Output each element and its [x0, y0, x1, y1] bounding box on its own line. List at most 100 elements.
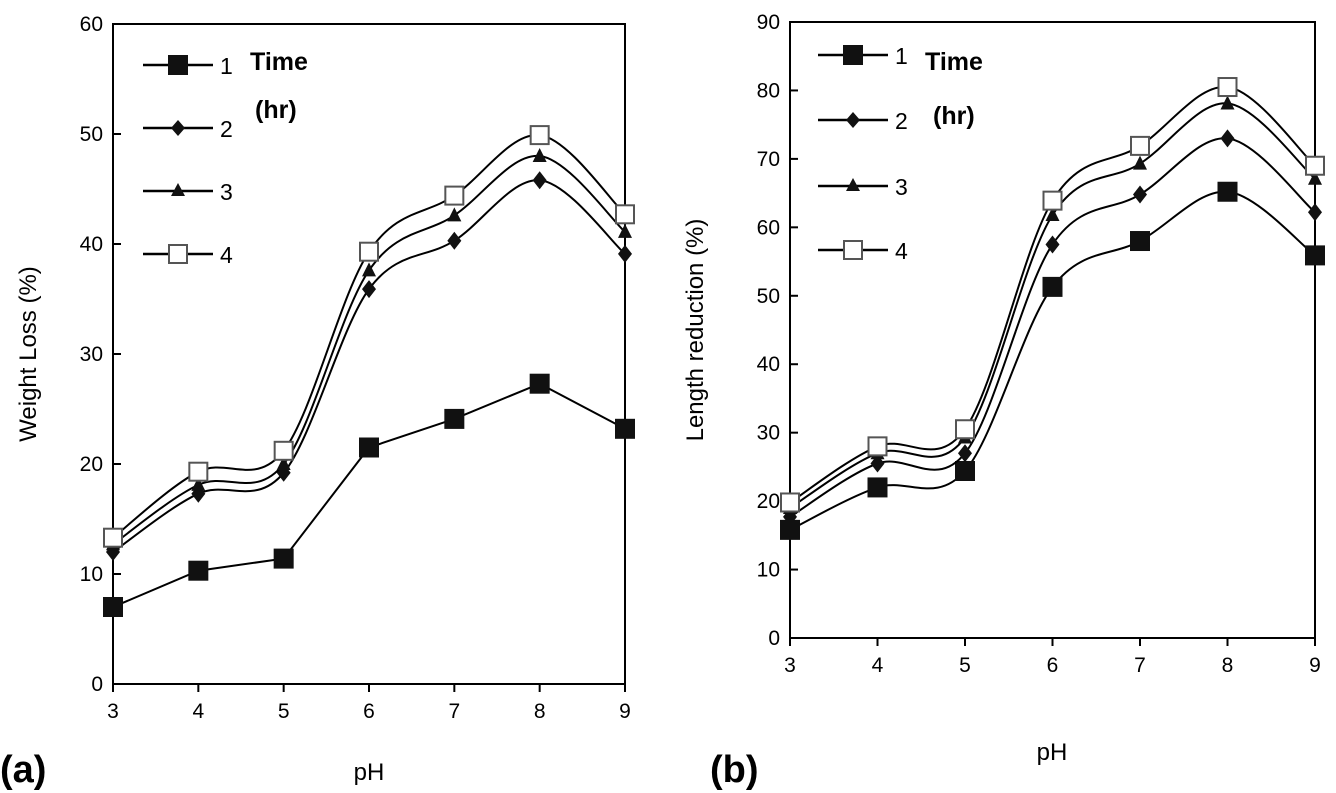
plot-area-frame	[112, 23, 626, 685]
series-line	[112, 179, 626, 553]
series-4	[103, 125, 635, 548]
y-axis-ticks: 0 10 20 30 40 50 60 70 80 90	[757, 11, 798, 650]
data-point-marker	[362, 280, 376, 299]
legend-item-3: 3	[143, 179, 233, 205]
data-point-marker	[1042, 276, 1063, 297]
data-point-marker	[1305, 155, 1325, 176]
series-3	[106, 148, 632, 551]
legend-item-4: 4	[818, 238, 908, 264]
x-tick-label: 3	[784, 654, 796, 677]
x-axis-label: pH	[354, 759, 385, 786]
legend-item-2: 2	[818, 108, 908, 134]
legend-marker-filled-diamond	[846, 112, 860, 128]
legend: 1 2 3 4 Time (hr)	[143, 48, 308, 268]
chart-panel-a: 0 10 20 30 40 50 60 3 4 5 6 7 8 9 1 2 3 4	[0, 13, 635, 791]
data-point-marker	[1305, 245, 1325, 266]
y-axis-label: Weight Loss (%)	[15, 266, 42, 442]
data-point-marker	[362, 262, 376, 277]
x-tick-label: 4	[192, 700, 204, 723]
legend-label: 2	[220, 116, 233, 142]
x-tick-label: 6	[1047, 654, 1059, 677]
y-tick-label: 90	[757, 11, 780, 34]
x-tick-label: 4	[872, 654, 884, 677]
y-axis-label: Length reduction (%)	[682, 219, 709, 442]
y-tick-label: 50	[757, 285, 780, 308]
y-tick-label: 20	[757, 490, 780, 513]
series-2	[106, 171, 632, 561]
legend-item-4: 4	[143, 242, 233, 268]
data-point-marker	[615, 418, 635, 439]
series-3	[783, 95, 1322, 514]
data-point-marker	[103, 597, 123, 617]
y-tick-label: 70	[757, 148, 780, 171]
legend-item-1: 1	[143, 53, 233, 79]
x-tick-label: 8	[534, 700, 546, 723]
y-tick-label: 30	[80, 343, 103, 366]
data-point-marker	[359, 241, 379, 262]
legend-item-1: 1	[818, 43, 908, 69]
data-point-marker	[1220, 129, 1235, 148]
data-point-marker	[188, 461, 209, 482]
data-point-marker	[273, 440, 294, 461]
data-point-marker	[532, 171, 547, 190]
y-axis-ticks: 0 10 20 30 40 50 60	[80, 13, 121, 696]
y-tick-label: 20	[80, 453, 103, 476]
panel-label-b: (b)	[710, 749, 759, 791]
series-2	[783, 129, 1322, 526]
legend-label: 1	[220, 53, 233, 79]
x-axis-label: pH	[1037, 739, 1068, 766]
legend-title-line-1: Time	[925, 48, 983, 76]
x-tick-label: 5	[959, 654, 971, 677]
plot-area-frame	[789, 21, 1316, 639]
data-point-marker	[276, 456, 291, 470]
y-tick-label: 0	[91, 673, 103, 696]
series-layer	[780, 77, 1325, 540]
y-tick-label: 0	[768, 627, 780, 650]
legend-marker-filled-diamond	[171, 120, 185, 136]
data-point-marker	[615, 204, 635, 225]
data-point-marker	[1045, 207, 1060, 222]
data-point-marker	[1130, 135, 1150, 156]
legend-item-3: 3	[818, 174, 908, 200]
data-point-marker	[444, 408, 465, 429]
x-tick-label: 8	[1222, 654, 1234, 677]
data-point-marker	[359, 437, 379, 458]
series-1	[103, 373, 635, 617]
legend-title-line-1: Time	[250, 48, 308, 76]
legend: 1 2 3 4 Time (hr)	[818, 43, 983, 264]
x-axis-ticks: 3 4 5 6 7 8 9	[107, 684, 631, 723]
legend-marker-open-square	[168, 244, 188, 264]
x-tick-label: 9	[619, 700, 631, 723]
y-tick-label: 30	[757, 422, 780, 445]
series-layer	[103, 125, 635, 617]
legend-title-line-2: (hr)	[255, 96, 297, 124]
x-tick-label: 9	[1309, 654, 1321, 677]
legend-label: 2	[895, 108, 908, 134]
data-point-marker	[780, 492, 800, 513]
series-4	[780, 77, 1325, 513]
data-point-marker	[532, 148, 547, 162]
data-point-marker	[529, 373, 550, 394]
legend-title-line-2: (hr)	[933, 102, 975, 130]
y-tick-label: 10	[80, 563, 103, 586]
legend-marker-filled-square	[843, 45, 863, 65]
chart-panel-b: 0 10 20 30 40 50 60 70 80 90 3 4 5 6 7 8 9 1 2 3	[682, 11, 1325, 791]
data-point-marker	[447, 207, 462, 222]
legend-label: 1	[895, 43, 908, 69]
legend-label: 3	[220, 179, 233, 205]
y-tick-label: 10	[757, 559, 780, 582]
data-point-marker	[1217, 181, 1238, 202]
data-point-marker	[1308, 170, 1322, 185]
data-point-marker	[444, 185, 465, 206]
legend-label: 4	[895, 238, 908, 264]
x-tick-label: 5	[278, 700, 290, 723]
legend-label: 4	[220, 242, 233, 268]
x-tick-label: 7	[1134, 654, 1146, 677]
legend-marker-filled-triangle	[171, 183, 185, 196]
data-point-marker	[1130, 231, 1150, 252]
data-point-marker	[1042, 190, 1063, 211]
data-point-marker	[1308, 203, 1322, 222]
data-point-marker	[1133, 185, 1147, 204]
legend-item-2: 2	[143, 116, 233, 142]
y-tick-label: 40	[757, 353, 780, 376]
